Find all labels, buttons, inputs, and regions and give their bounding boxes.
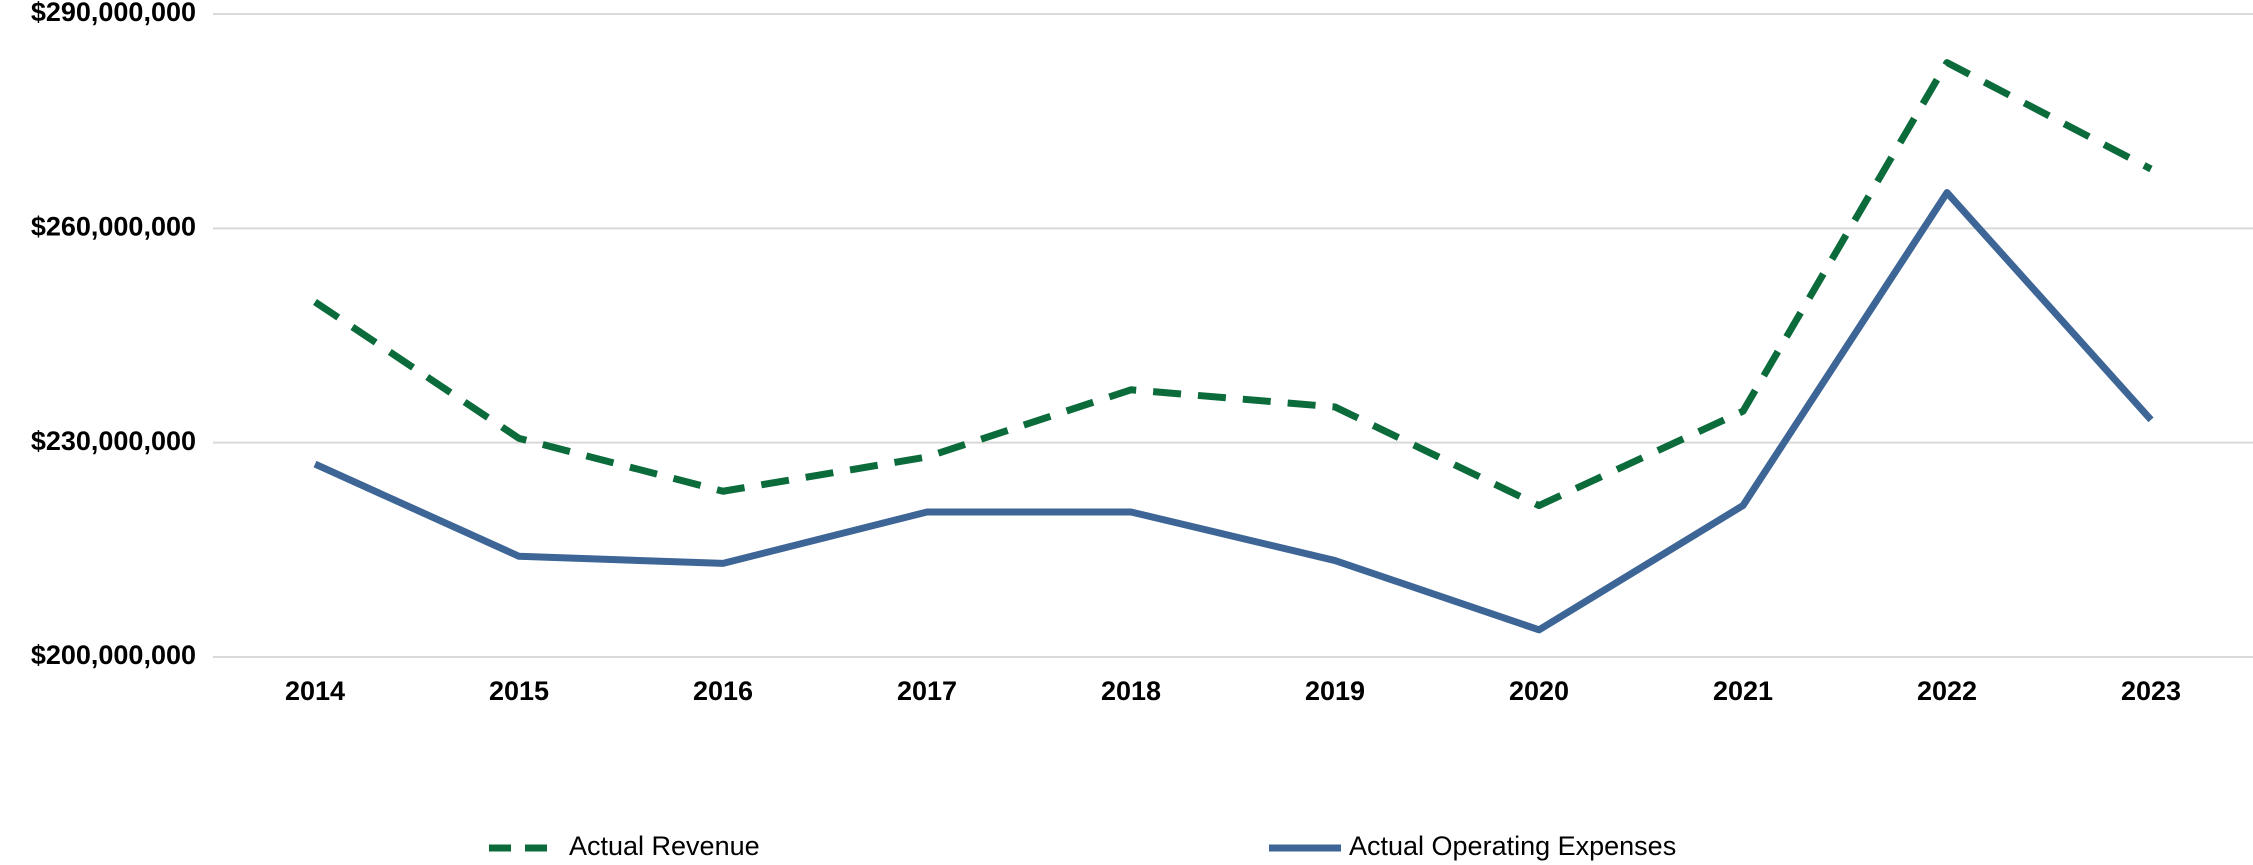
y-tick-label: $200,000,000 bbox=[31, 640, 196, 670]
x-tick-label: 2016 bbox=[693, 676, 753, 706]
y-tick-label: $290,000,000 bbox=[31, 0, 196, 27]
y-tick-label: $260,000,000 bbox=[31, 211, 196, 241]
legend-label: Actual Operating Expenses bbox=[1349, 831, 1676, 861]
x-tick-label: 2021 bbox=[1713, 676, 1773, 706]
x-tick-label: 2020 bbox=[1509, 676, 1569, 706]
legend-label: Actual Revenue bbox=[569, 831, 760, 861]
x-tick-label: 2014 bbox=[285, 676, 345, 706]
x-tick-label: 2017 bbox=[897, 676, 957, 706]
x-tick-label: 2015 bbox=[489, 676, 549, 706]
x-tick-label: 2019 bbox=[1305, 676, 1365, 706]
x-tick-label: 2018 bbox=[1101, 676, 1161, 706]
series-line bbox=[313, 189, 2154, 634]
series-line bbox=[313, 59, 2153, 510]
y-tick-label: $230,000,000 bbox=[31, 426, 196, 456]
x-tick-label: 2022 bbox=[1917, 676, 1977, 706]
x-tick-label: 2023 bbox=[2121, 676, 2181, 706]
